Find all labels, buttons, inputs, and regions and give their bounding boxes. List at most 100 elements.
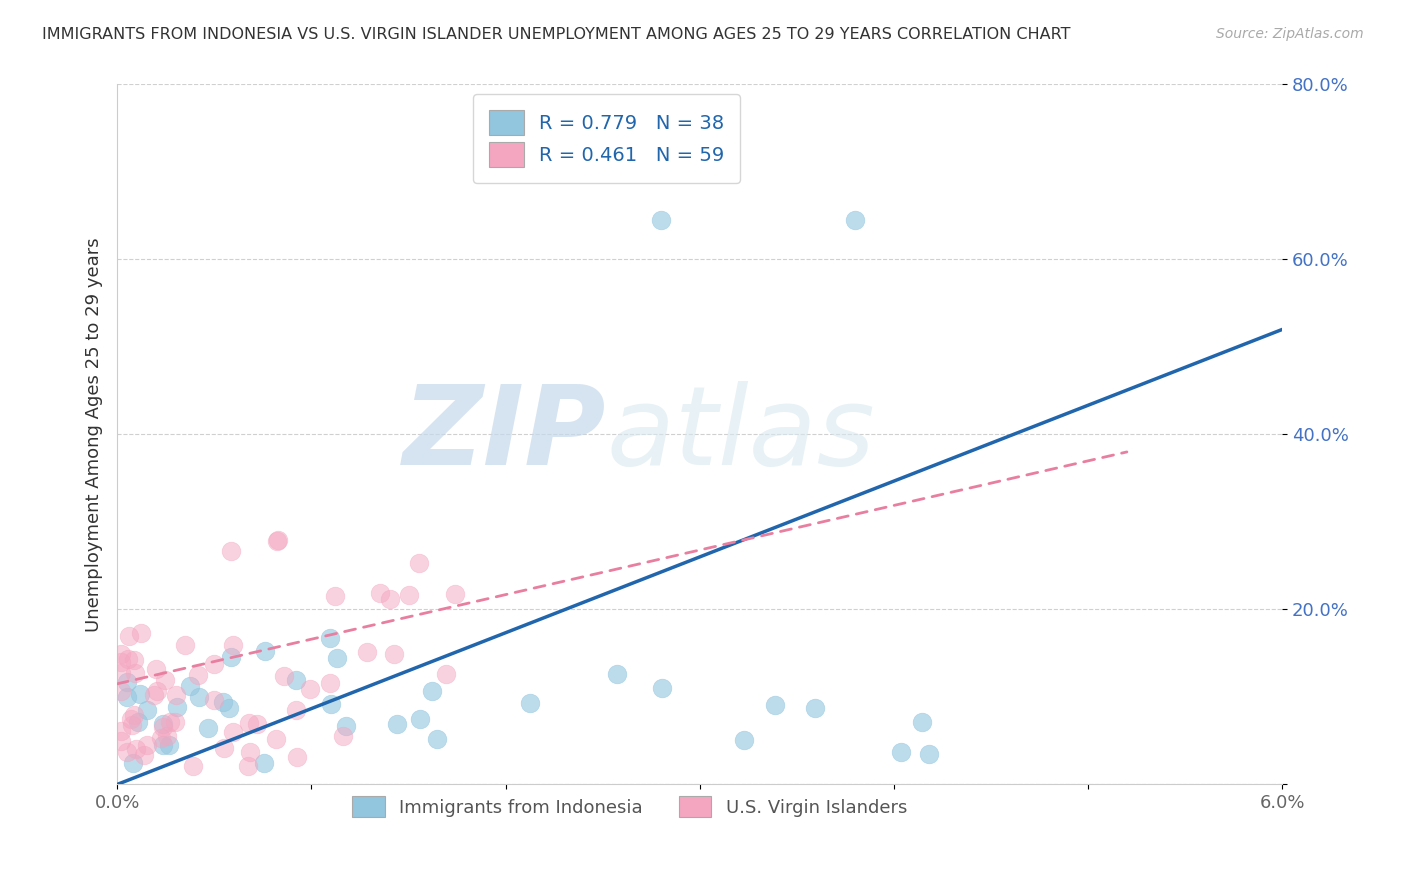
Point <box>165 688 187 702</box>
Point <box>110 684 132 698</box>
Point <box>132 748 155 763</box>
Point <box>120 712 142 726</box>
Point <box>115 745 138 759</box>
Point <box>127 714 149 729</box>
Point <box>150 731 173 745</box>
Point <box>129 687 152 701</box>
Point <box>118 629 141 643</box>
Text: atlas: atlas <box>606 381 875 488</box>
Point <box>408 556 430 570</box>
Point <box>426 732 449 747</box>
Point <box>122 707 145 722</box>
Point <box>911 715 934 730</box>
Point <box>152 720 174 734</box>
Point <box>187 690 209 704</box>
Point <box>125 741 148 756</box>
Point <box>804 701 827 715</box>
Point <box>218 701 240 715</box>
Point <box>165 715 187 730</box>
Point <box>129 625 152 640</box>
Point <box>159 714 181 729</box>
Point <box>733 733 755 747</box>
Point <box>325 589 347 603</box>
Point <box>273 668 295 682</box>
Point <box>222 725 245 739</box>
Point <box>219 649 242 664</box>
Point <box>444 586 467 600</box>
Point <box>368 585 391 599</box>
Point <box>202 693 225 707</box>
Point <box>420 683 443 698</box>
Point <box>285 673 308 687</box>
Point <box>844 213 866 227</box>
Point <box>110 647 132 661</box>
Point <box>157 739 180 753</box>
Point <box>202 657 225 671</box>
Point <box>166 700 188 714</box>
Point <box>115 690 138 704</box>
Point <box>650 213 672 227</box>
Point <box>110 655 132 669</box>
Point <box>382 648 405 662</box>
Point <box>238 716 260 731</box>
Point <box>122 756 145 770</box>
Point <box>253 756 276 770</box>
Point <box>335 719 357 733</box>
Point <box>211 695 233 709</box>
Point <box>246 716 269 731</box>
Point <box>918 747 941 761</box>
Point <box>212 741 235 756</box>
Point <box>136 703 159 717</box>
Point <box>117 651 139 665</box>
Point <box>173 638 195 652</box>
Text: Source: ZipAtlas.com: Source: ZipAtlas.com <box>1216 27 1364 41</box>
Point <box>153 673 176 687</box>
Point <box>238 759 260 773</box>
Point <box>606 666 628 681</box>
Text: ZIP: ZIP <box>404 381 606 488</box>
Point <box>651 681 673 695</box>
Point <box>222 638 245 652</box>
Point <box>519 696 541 710</box>
Point <box>181 759 204 773</box>
Point <box>356 645 378 659</box>
Point <box>156 729 179 743</box>
Point <box>398 588 420 602</box>
Point <box>264 731 287 746</box>
Point <box>434 667 457 681</box>
Point <box>890 745 912 759</box>
Point <box>135 739 157 753</box>
Point <box>378 592 401 607</box>
Point <box>285 750 308 764</box>
Point <box>254 644 277 658</box>
Point <box>142 688 165 702</box>
Point <box>152 717 174 731</box>
Legend: Immigrants from Indonesia, U.S. Virgin Islanders: Immigrants from Indonesia, U.S. Virgin I… <box>344 789 914 824</box>
Point <box>285 702 308 716</box>
Point <box>121 718 143 732</box>
Point <box>266 534 288 549</box>
Point <box>332 729 354 743</box>
Point <box>385 716 408 731</box>
Point <box>110 723 132 738</box>
Point <box>146 684 169 698</box>
Y-axis label: Unemployment Among Ages 25 to 29 years: Unemployment Among Ages 25 to 29 years <box>86 237 103 632</box>
Point <box>319 632 342 646</box>
Point <box>326 650 349 665</box>
Point <box>409 712 432 726</box>
Point <box>124 665 146 680</box>
Point <box>197 721 219 735</box>
Point <box>763 698 786 712</box>
Point <box>110 665 132 680</box>
Point <box>319 676 342 690</box>
Point <box>239 745 262 759</box>
Point <box>221 544 243 558</box>
Point <box>179 679 201 693</box>
Point <box>145 662 167 676</box>
Text: IMMIGRANTS FROM INDONESIA VS U.S. VIRGIN ISLANDER UNEMPLOYMENT AMONG AGES 25 TO : IMMIGRANTS FROM INDONESIA VS U.S. VIRGIN… <box>42 27 1071 42</box>
Point <box>319 697 342 711</box>
Point <box>124 653 146 667</box>
Point <box>187 668 209 682</box>
Point <box>110 734 132 748</box>
Point <box>299 681 322 696</box>
